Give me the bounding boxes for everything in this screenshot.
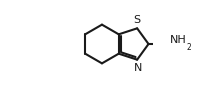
Text: N: N <box>134 63 142 73</box>
Text: 2: 2 <box>187 43 191 52</box>
Text: S: S <box>134 15 141 25</box>
Text: NH: NH <box>170 35 187 45</box>
